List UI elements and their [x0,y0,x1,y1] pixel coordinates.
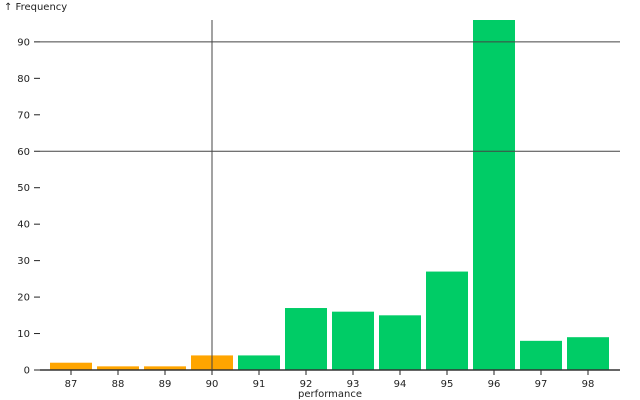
x-tick-label-97: 97 [535,379,548,390]
x-tick-label-96: 96 [488,379,501,390]
bar-98 [567,337,609,370]
x-tick-label-91: 91 [253,379,266,390]
bar-96 [473,20,515,370]
bar-92 [285,308,327,370]
x-tick-label-93: 93 [347,379,360,390]
y-tick-label-80: 80 [17,74,30,85]
x-axis-label: performance [298,389,362,400]
y-tick-label-90: 90 [17,37,30,48]
y-tick-label-70: 70 [17,110,30,121]
x-tick-label-89: 89 [159,379,172,390]
y-axis-label: ↑ Frequency [4,2,67,13]
bar-93 [332,311,374,370]
x-tick-label-87: 87 [65,379,78,390]
bar-87 [50,362,92,370]
x-tick-label-94: 94 [394,379,407,390]
bar-95 [426,271,468,370]
bar-89 [144,366,186,370]
y-tick-label-30: 30 [17,256,30,267]
bar-91 [238,355,280,370]
bar-88 [97,366,139,370]
y-tick-label-50: 50 [17,183,30,194]
y-tick-label-0: 0 [24,366,30,377]
y-tick-label-40: 40 [17,220,30,231]
y-tick-label-60: 60 [17,147,30,158]
x-tick-label-95: 95 [441,379,454,390]
y-tick-label-20: 20 [17,293,30,304]
x-tick-label-90: 90 [206,379,219,390]
x-tick-label-98: 98 [582,379,595,390]
bar-97 [520,340,562,370]
x-tick-label-92: 92 [300,379,313,390]
x-tick-label-88: 88 [112,379,125,390]
bar-94 [379,315,421,370]
y-tick-label-10: 10 [17,329,30,340]
